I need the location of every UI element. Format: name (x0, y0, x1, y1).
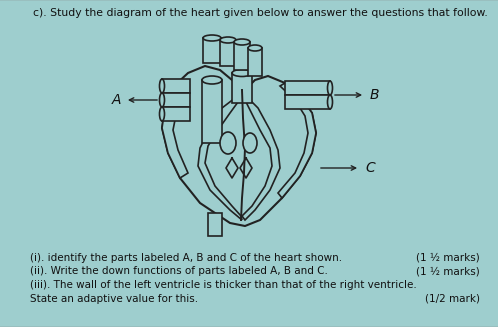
Ellipse shape (328, 95, 333, 109)
Polygon shape (202, 80, 222, 143)
Polygon shape (285, 95, 330, 109)
Text: (i). identify the parts labeled A, B and C of the heart shown.: (i). identify the parts labeled A, B and… (30, 253, 342, 263)
Ellipse shape (159, 79, 164, 93)
Ellipse shape (203, 35, 221, 41)
Ellipse shape (220, 132, 236, 154)
Ellipse shape (232, 70, 252, 77)
Ellipse shape (234, 39, 250, 45)
Text: A: A (112, 93, 122, 107)
Polygon shape (242, 98, 280, 220)
Polygon shape (220, 40, 236, 66)
Polygon shape (232, 73, 252, 103)
Ellipse shape (159, 107, 164, 121)
Text: B: B (370, 88, 379, 102)
Polygon shape (234, 42, 250, 70)
Ellipse shape (202, 76, 222, 84)
Text: (ii). Write the down functions of parts labeled A, B and C.: (ii). Write the down functions of parts … (30, 267, 328, 277)
Polygon shape (203, 38, 221, 63)
Polygon shape (162, 66, 316, 226)
Text: (1 ½ marks): (1 ½ marks) (416, 253, 480, 263)
Polygon shape (278, 83, 316, 198)
Ellipse shape (328, 81, 333, 95)
Ellipse shape (159, 93, 164, 107)
Polygon shape (198, 98, 242, 220)
Ellipse shape (243, 133, 257, 153)
Polygon shape (162, 93, 190, 107)
Ellipse shape (248, 45, 262, 51)
Polygon shape (162, 79, 190, 93)
Text: (1/2 mark): (1/2 mark) (425, 294, 480, 303)
Polygon shape (162, 88, 188, 178)
Text: C: C (365, 161, 375, 175)
Polygon shape (285, 81, 330, 95)
Text: (1 ½ marks): (1 ½ marks) (416, 267, 480, 277)
Text: c). Study the diagram of the heart given below to answer the questions that foll: c). Study the diagram of the heart given… (33, 8, 488, 18)
Polygon shape (248, 48, 262, 76)
Polygon shape (208, 213, 222, 236)
Text: (iii). The wall of the left ventricle is thicker than that of the right ventricl: (iii). The wall of the left ventricle is… (30, 280, 417, 290)
Text: State an adaptive value for this.: State an adaptive value for this. (30, 294, 198, 303)
Ellipse shape (220, 37, 236, 43)
Polygon shape (162, 107, 190, 121)
